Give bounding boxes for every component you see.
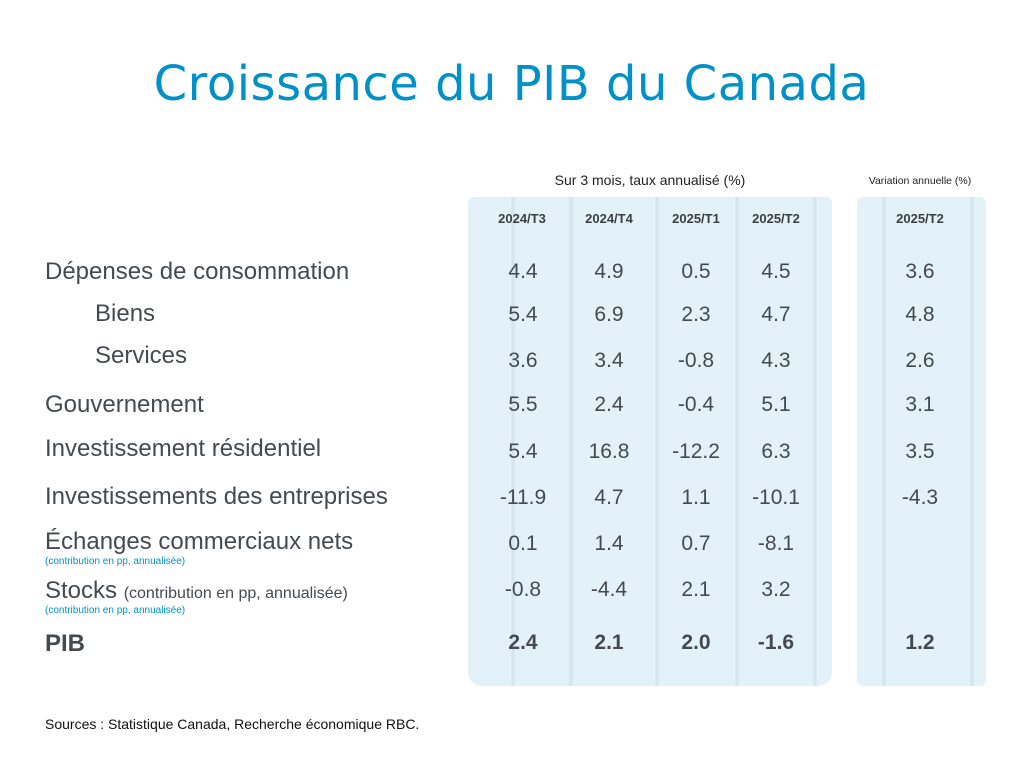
table-cell: -12.2 [672,440,720,463]
table-cell: 5.4 [508,303,538,326]
row-label: Échanges commerciaux nets [45,528,353,556]
row-label: Services [95,342,187,370]
table-cell: 4.3 [761,349,791,372]
table-cell: 3.4 [594,349,624,372]
table-cell: 5.4 [508,440,538,463]
table-cell: -1.6 [757,631,795,654]
row-sub-note: (contribution en pp, annualisée) [45,556,186,567]
table-cell: 5.1 [761,393,791,416]
quarterly-panel [468,197,832,686]
table-cell: 4.7 [594,486,624,509]
row-label-text: Biens [95,300,156,327]
table-cell: -10.1 [752,486,800,509]
annual-cell: 2.6 [905,349,935,372]
table-cell: 4.4 [508,260,538,283]
column-header: 2025/T2 [752,211,800,226]
table-cell: -11.9 [499,486,547,509]
row-label-text: Investissements des entreprises [45,483,388,510]
annual-cell: 3.5 [905,440,935,463]
column-divider [568,197,574,686]
row-label: PIB [45,630,85,658]
table-cell: 2.3 [681,303,711,326]
row-label: Investissements des entreprises [45,483,388,511]
table-cell: 4.9 [594,260,624,283]
row-inline-note: (contribution en pp, annualisée) [123,585,348,602]
column-header: 2025/T1 [672,211,720,226]
table-cell: 6.3 [761,440,791,463]
table-cell: 2.4 [508,631,538,654]
row-label-text: PIB [45,630,86,657]
table-cell: 0.7 [681,532,711,555]
row-label-text: Stocks [45,577,118,604]
annual-cell: 4.8 [905,303,935,326]
page-title: Croissance du PIB du Canada [153,56,870,112]
table-cell: -4.4 [590,578,628,601]
table-cell: -0.8 [677,349,715,372]
table-cell: 3.2 [761,578,791,601]
table-cell: 2.1 [594,631,624,654]
annual-cell: 3.1 [905,393,935,416]
row-label: Gouvernement [45,391,204,419]
column-divider [969,197,975,686]
table-cell: -0.4 [677,393,715,416]
row-label: Investissement résidentiel [45,435,321,463]
quarterly-group-label: Sur 3 mois, taux annualisé (%) [554,172,746,188]
table-cell: 16.8 [588,440,630,463]
annual-panel [857,197,986,686]
table-cell: 2.0 [681,631,711,654]
table-cell: 2.1 [681,578,711,601]
source-note: Sources : Statistique Canada, Recherche … [45,716,420,732]
table-cell: -0.8 [504,578,542,601]
table-cell: 0.1 [508,532,538,555]
annual-group-label: Variation annuelle (%) [868,175,972,187]
annual-column-header: 2025/T2 [896,211,944,226]
column-divider [734,197,740,686]
table-cell: 2.4 [594,393,624,416]
row-label-text: Dépenses de consommation [45,258,350,285]
column-divider [812,197,818,686]
column-header: 2024/T3 [498,211,546,226]
annual-cell: 3.6 [905,260,935,283]
column-header: 2024/T4 [585,211,633,226]
table-cell: 0.5 [681,260,711,283]
table-cell: 5.5 [508,393,538,416]
row-label-text: Échanges commerciaux nets [45,528,354,555]
row-label: Stocks (contribution en pp, annualisée) [45,577,348,605]
annual-cell: -4.3 [901,486,939,509]
table-cell: 1.4 [594,532,624,555]
row-label: Biens [95,300,155,328]
column-divider [881,197,887,686]
row-label: Dépenses de consommation [45,258,349,286]
table-cell: 6.9 [594,303,624,326]
row-sub-note: (contribution en pp, annualisée) [45,605,186,616]
annual-cell: 1.2 [905,631,935,654]
row-label-text: Services [95,342,188,369]
column-divider [654,197,660,686]
row-label-text: Gouvernement [45,391,204,418]
table-cell: 1.1 [681,486,711,509]
table-cell: 3.6 [508,349,538,372]
column-divider [510,197,516,686]
row-label-text: Investissement résidentiel [45,435,322,462]
table-cell: 4.5 [761,260,791,283]
table-cell: -8.1 [757,532,795,555]
table-cell: 4.7 [761,303,791,326]
